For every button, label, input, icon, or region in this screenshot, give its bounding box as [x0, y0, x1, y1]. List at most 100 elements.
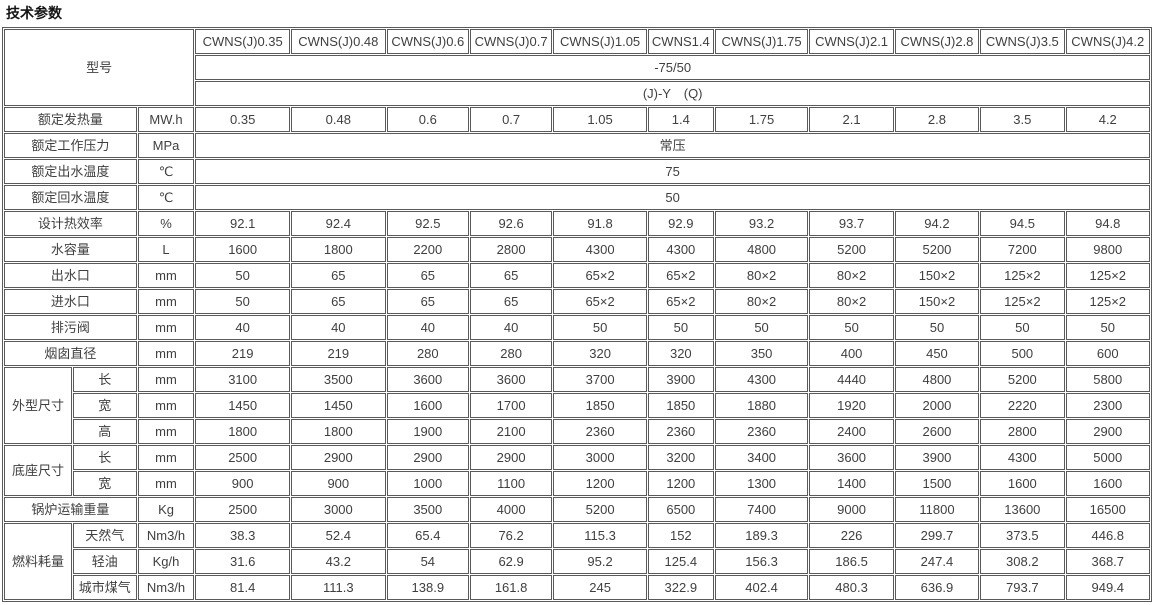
- value-cell: 7400: [714, 497, 809, 522]
- value-cell: 280: [386, 341, 469, 366]
- value-cell: 350: [714, 341, 809, 366]
- unit-cell: ℃: [137, 159, 195, 184]
- merged-value-cell: 常压: [195, 133, 1150, 158]
- value-cell: 13600: [980, 497, 1065, 522]
- value-cell: 247.4: [894, 549, 980, 574]
- sub-label-cell: 宽: [72, 393, 137, 418]
- value-cell: 900: [290, 471, 386, 496]
- value-cell: 4.2: [1065, 107, 1150, 132]
- value-cell: 2500: [195, 445, 290, 470]
- value-cell: 400: [809, 341, 894, 366]
- table-row: 额定发热量 MW.h 0.35 0.48 0.6 0.7 1.05 1.4 1.75 2.1 2.8…: [4, 107, 1150, 132]
- spec-table-body: 型号 CWNS(J)0.35 CWNS(J)0.48 CWNS(J)0.6 CWNS(J…: [4, 29, 1150, 600]
- value-cell: 94.5: [980, 211, 1065, 236]
- value-cell: 1600: [386, 393, 469, 418]
- value-cell: 1850: [647, 393, 714, 418]
- value-cell: 50: [553, 315, 647, 340]
- unit-cell: mm: [137, 419, 195, 444]
- value-cell: 3700: [553, 367, 647, 392]
- value-cell: 4800: [714, 237, 809, 262]
- value-cell: 4300: [980, 445, 1065, 470]
- value-cell: 9000: [809, 497, 894, 522]
- unit-cell: Kg: [137, 497, 195, 522]
- value-cell: 1600: [195, 237, 290, 262]
- row-label-cell: 排污阀: [4, 315, 137, 340]
- unit-cell: ℃: [137, 185, 195, 210]
- value-cell: 9800: [1065, 237, 1150, 262]
- table-row: 排污阀 mm 40 40 40 40 50 50 50 50 50 50 50: [4, 315, 1150, 340]
- table-row: 轻油 Kg/h 31.6 43.2 54 62.9 95.2 125.4 156.3 186.5 2…: [4, 549, 1150, 574]
- value-cell: 5200: [894, 237, 980, 262]
- sub-label-cell: 长: [72, 445, 137, 470]
- value-cell: 2300: [1065, 393, 1150, 418]
- value-cell: 5000: [1065, 445, 1150, 470]
- group-label-cell: 燃料耗量: [4, 523, 72, 600]
- table-row: 城市煤气 Nm3/h 81.4 111.3 138.9 161.8 245 322.9 402.…: [4, 575, 1150, 600]
- value-cell: 16500: [1065, 497, 1150, 522]
- value-cell: 2800: [980, 419, 1065, 444]
- column-header-cell: CWNS(J)0.48: [290, 29, 386, 54]
- column-header-cell: CWNS(J)1.05: [553, 29, 647, 54]
- value-cell: 322.9: [647, 575, 714, 600]
- value-cell: 3100: [195, 367, 290, 392]
- value-cell: 3600: [386, 367, 469, 392]
- value-cell: 0.48: [290, 107, 386, 132]
- value-cell: 65: [469, 263, 553, 288]
- value-cell: 92.5: [386, 211, 469, 236]
- row-label-cell: 额定出水温度: [4, 159, 137, 184]
- unit-cell: Kg/h: [137, 549, 195, 574]
- value-cell: 3600: [809, 445, 894, 470]
- value-cell: 2900: [386, 445, 469, 470]
- value-cell: 2600: [894, 419, 980, 444]
- value-cell: 125×2: [1065, 289, 1150, 314]
- unit-cell: Nm3/h: [137, 523, 195, 548]
- unit-cell: mm: [137, 393, 195, 418]
- group-label-cell: 底座尺寸: [4, 445, 72, 496]
- value-cell: 299.7: [894, 523, 980, 548]
- value-cell: 11800: [894, 497, 980, 522]
- value-cell: 125×2: [980, 263, 1065, 288]
- value-cell: 3900: [647, 367, 714, 392]
- value-cell: 4000: [469, 497, 553, 522]
- value-cell: 38.3: [195, 523, 290, 548]
- value-cell: 1700: [469, 393, 553, 418]
- value-cell: 65: [290, 289, 386, 314]
- value-cell: 92.6: [469, 211, 553, 236]
- value-cell: 1.05: [553, 107, 647, 132]
- value-cell: 1850: [553, 393, 647, 418]
- value-cell: 219: [290, 341, 386, 366]
- value-cell: 4300: [647, 237, 714, 262]
- value-cell: 3900: [894, 445, 980, 470]
- value-cell: 52.4: [290, 523, 386, 548]
- table-row: 锅炉运输重量 Kg 2500 3000 3500 4000 5200 6500 7400 9000…: [4, 497, 1150, 522]
- spec-table: 型号 CWNS(J)0.35 CWNS(J)0.48 CWNS(J)0.6 CWNS(J…: [2, 27, 1152, 602]
- value-cell: 152: [647, 523, 714, 548]
- table-row: 额定工作压力 MPa 常压: [4, 133, 1150, 158]
- value-cell: 65×2: [647, 263, 714, 288]
- value-cell: 2.1: [809, 107, 894, 132]
- row-label-cell: 出水口: [4, 263, 137, 288]
- value-cell: 95.2: [553, 549, 647, 574]
- value-cell: 81.4: [195, 575, 290, 600]
- value-cell: 76.2: [469, 523, 553, 548]
- column-header-cell: CWNS(J)2.8: [894, 29, 980, 54]
- value-cell: 1300: [714, 471, 809, 496]
- unit-cell: mm: [137, 315, 195, 340]
- model-header-cell: 型号: [4, 29, 195, 106]
- column-header-cell: CWNS(J)0.7: [469, 29, 553, 54]
- column-header-cell: CWNS(J)0.35: [195, 29, 290, 54]
- value-cell: 50: [894, 315, 980, 340]
- unit-cell: mm: [137, 341, 195, 366]
- value-cell: 65×2: [553, 289, 647, 314]
- value-cell: 80×2: [714, 263, 809, 288]
- value-cell: 900: [195, 471, 290, 496]
- value-cell: 2000: [894, 393, 980, 418]
- sub-label-cell: 天然气: [72, 523, 137, 548]
- value-cell: 2400: [809, 419, 894, 444]
- value-cell: 2900: [469, 445, 553, 470]
- column-header-cell: CWNS(J)0.6: [386, 29, 469, 54]
- table-row: 烟囱直径 mm 219 219 280 280 320 320 350 400 450 500 600: [4, 341, 1150, 366]
- value-cell: 2360: [553, 419, 647, 444]
- value-cell: 4800: [894, 367, 980, 392]
- value-cell: 4300: [714, 367, 809, 392]
